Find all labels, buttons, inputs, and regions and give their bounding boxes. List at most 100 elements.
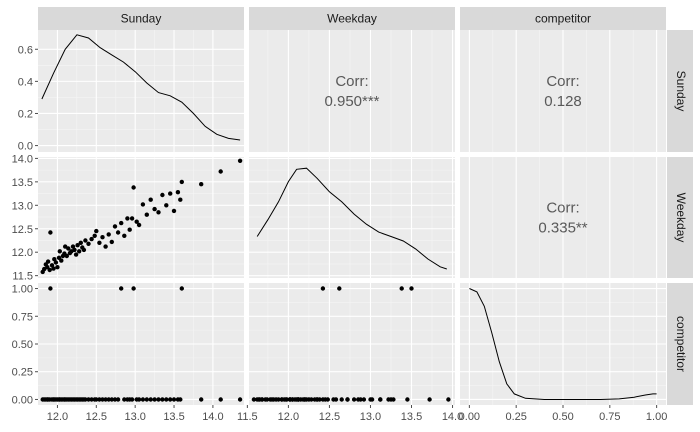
scatter-point — [164, 397, 169, 402]
scatter-point — [49, 263, 55, 268]
scatter-point — [361, 397, 367, 402]
scatter-point — [290, 397, 295, 402]
scatter-point — [368, 397, 373, 402]
panel-bg — [249, 157, 455, 278]
scatter-point — [119, 286, 124, 291]
scatter-panel-competitor-vs-Weekday — [249, 283, 455, 405]
scatter-point — [148, 397, 153, 402]
scatter-point — [378, 397, 383, 402]
scatter-point — [83, 238, 88, 243]
scatter-point — [55, 265, 60, 270]
scatter-point — [136, 222, 142, 228]
y-axis-Sunday: 0.0 0.2 0.4 0.6 — [18, 44, 38, 153]
scatter-point — [304, 397, 309, 402]
scatter-point — [140, 397, 146, 402]
correlation-label: Corr: — [546, 73, 579, 90]
scatter-point — [237, 397, 243, 402]
y-tick-label: 11.5 — [12, 271, 33, 283]
scatter-point — [109, 239, 115, 245]
x-axis-Weekday: 11.5 12.0 12.5 13.0 13.5 14.0 — [237, 405, 463, 423]
scatter-point — [168, 397, 173, 402]
scatter-panel-Weekday-vs-Sunday — [38, 157, 244, 278]
y-tick-label: 1.00 — [12, 284, 33, 296]
scatter-point — [122, 397, 127, 402]
scatter-point — [59, 258, 64, 263]
column-strip-label: competitor — [535, 12, 591, 26]
scatter-point — [100, 235, 105, 240]
scatter-point — [171, 208, 177, 214]
scatter-point — [268, 397, 273, 402]
y-tick-label: 12.5 — [12, 224, 33, 236]
row-strip-label: Sunday — [674, 71, 688, 112]
panel-bg — [38, 30, 244, 152]
scatter-point — [144, 397, 149, 402]
correlation-value: 0.950*** — [324, 93, 379, 110]
scatter-point — [140, 202, 146, 207]
scatter-point — [89, 236, 94, 242]
x-tick-label: 0.25 — [505, 411, 526, 423]
y-tick-label: 0.00 — [12, 394, 33, 406]
scatter-point — [86, 241, 91, 246]
scatter-point — [89, 397, 94, 402]
column-strip-Weekday: Weekday — [249, 7, 455, 30]
scatter-panel-competitor-vs-Sunday — [38, 283, 244, 405]
x-tick-label: 13.0 — [124, 411, 145, 423]
scatter-point — [337, 286, 342, 291]
scatter-point — [320, 397, 326, 402]
scatter-point — [103, 397, 108, 402]
scatter-point — [399, 286, 404, 291]
scatter-point — [320, 286, 326, 291]
scatter-point — [70, 244, 76, 249]
panel-bg — [249, 30, 455, 152]
scatter-point — [94, 397, 99, 402]
y-tick-label: 12.0 — [12, 247, 33, 259]
scatter-point — [94, 228, 99, 234]
scatter-point — [446, 397, 451, 402]
scatter-point — [325, 397, 330, 402]
correlation-label: Corr: — [546, 200, 579, 217]
scatter-point — [345, 397, 350, 402]
y-tick-label: 0.25 — [12, 367, 33, 379]
scatter-point — [179, 179, 184, 185]
scatter-point — [53, 260, 59, 265]
row-strip-label: competitor — [674, 316, 688, 372]
x-tick-label: 0.50 — [552, 411, 573, 423]
scatter-point — [66, 246, 71, 251]
row-strip-bg — [667, 157, 693, 278]
scatter-point — [171, 397, 177, 402]
scatter-point — [103, 244, 108, 249]
scatter-point — [152, 206, 157, 212]
x-tick-label: 0.75 — [599, 411, 620, 423]
x-tick-label: 13.0 — [360, 411, 381, 423]
scatter-point — [259, 397, 265, 402]
scatter-point — [309, 397, 314, 402]
y-tick-label: 13.0 — [12, 200, 33, 212]
scatter-point — [106, 397, 111, 402]
scatter-point — [106, 232, 111, 237]
row-strip-competitor: competitor — [667, 283, 693, 405]
x-tick-label: 14.0 — [202, 411, 223, 423]
column-strip-bg — [249, 7, 455, 30]
scatter-point — [122, 233, 127, 238]
scatter-point — [129, 397, 135, 402]
scatter-point — [358, 397, 363, 402]
x-tick-label: 14.0 — [442, 411, 463, 423]
scatter-point — [97, 240, 102, 245]
x-tick-label: 12.5 — [86, 411, 107, 423]
scatter-point — [168, 191, 173, 196]
panel-bg — [38, 157, 244, 278]
y-tick-label: 0.6 — [18, 44, 33, 56]
scatter-point — [73, 252, 79, 257]
y-tick-label: 0.0 — [18, 141, 33, 153]
x-tick-label: 12.0 — [47, 411, 68, 423]
scatter-point — [148, 197, 153, 202]
scatter-point — [136, 397, 142, 402]
scatter-point — [175, 190, 181, 195]
scatter-point — [199, 397, 204, 402]
scatter-point — [97, 397, 102, 402]
scatter-point — [48, 230, 53, 235]
scatter-point — [178, 397, 183, 402]
scatter-point — [72, 247, 77, 253]
scatter-point — [333, 397, 339, 402]
